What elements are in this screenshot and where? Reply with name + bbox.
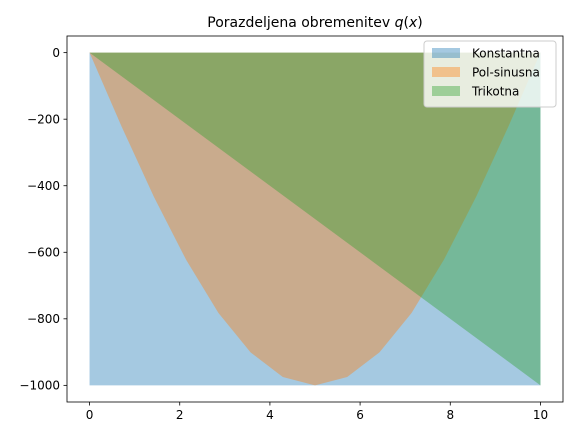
x-tick-label: 2 xyxy=(176,408,184,422)
legend-label-trikotna: Trikotna xyxy=(471,85,519,99)
series-area-konstantna xyxy=(89,52,541,386)
y-tick-label: −200 xyxy=(27,112,60,126)
legend-swatch-konstantna xyxy=(432,48,460,58)
legend: Konstantna Pol-sinusna Trikotna xyxy=(423,40,557,108)
x-tick-label: 10 xyxy=(533,408,548,422)
legend-label-konstantna: Konstantna xyxy=(472,47,540,61)
x-tick-label: 0 xyxy=(86,408,94,422)
legend-box xyxy=(423,40,557,108)
axes-frame xyxy=(66,35,564,403)
y-tick-label: −800 xyxy=(27,312,60,326)
x-tick-label: 8 xyxy=(446,408,454,422)
y-tick-label: −1000 xyxy=(19,379,60,393)
chart-title: Porazdeljena obremenitev q(x) xyxy=(207,15,422,31)
legend-label-pol-sinusna: Pol-sinusna xyxy=(472,66,540,80)
x-axis: 0 2 4 6 8 10 xyxy=(86,402,548,422)
y-tick-label: 0 xyxy=(52,46,60,60)
legend-swatch-pol-sinusna xyxy=(432,67,460,77)
y-axis: 0 −200 −400 −600 −800 −1000 xyxy=(19,46,67,393)
x-tick-label: 6 xyxy=(356,408,364,422)
x-tick-label: 4 xyxy=(266,408,274,422)
series-area-trikotna xyxy=(89,52,541,386)
y-tick-label: −400 xyxy=(27,179,60,193)
series-area-pol-sinusna xyxy=(89,52,541,386)
legend-swatch-trikotna xyxy=(432,86,460,96)
y-tick-label: −600 xyxy=(27,246,60,260)
series-layer xyxy=(89,52,541,386)
